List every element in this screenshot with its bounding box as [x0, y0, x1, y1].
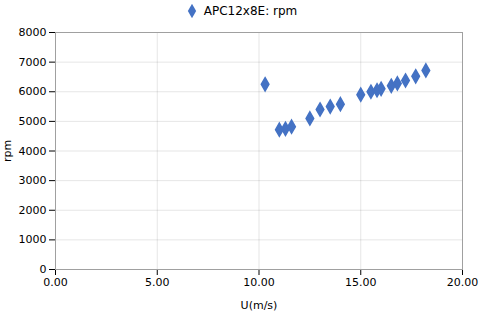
svg-text:15.00: 15.00 [345, 276, 377, 289]
svg-text:rpm: rpm [1, 140, 14, 162]
svg-text:0: 0 [40, 263, 47, 276]
svg-text:20.00: 20.00 [447, 276, 479, 289]
svg-text:2000: 2000 [19, 204, 47, 217]
svg-text:U(m/s): U(m/s) [241, 299, 278, 312]
svg-text:0.00: 0.00 [43, 276, 68, 289]
svg-text:3000: 3000 [19, 174, 47, 187]
svg-text:8000: 8000 [19, 26, 47, 39]
svg-text:5000: 5000 [19, 115, 47, 128]
html-text:APC12x8E: rpm: APC12x8E: rpm [203, 4, 298, 18]
svg-text:10.00: 10.00 [243, 276, 275, 289]
svg-text:4000: 4000 [19, 145, 47, 158]
svg-text:7000: 7000 [19, 56, 47, 69]
svg-text:5.00: 5.00 [145, 276, 170, 289]
svg-text:1000: 1000 [19, 233, 47, 246]
svg-text:6000: 6000 [19, 85, 47, 98]
